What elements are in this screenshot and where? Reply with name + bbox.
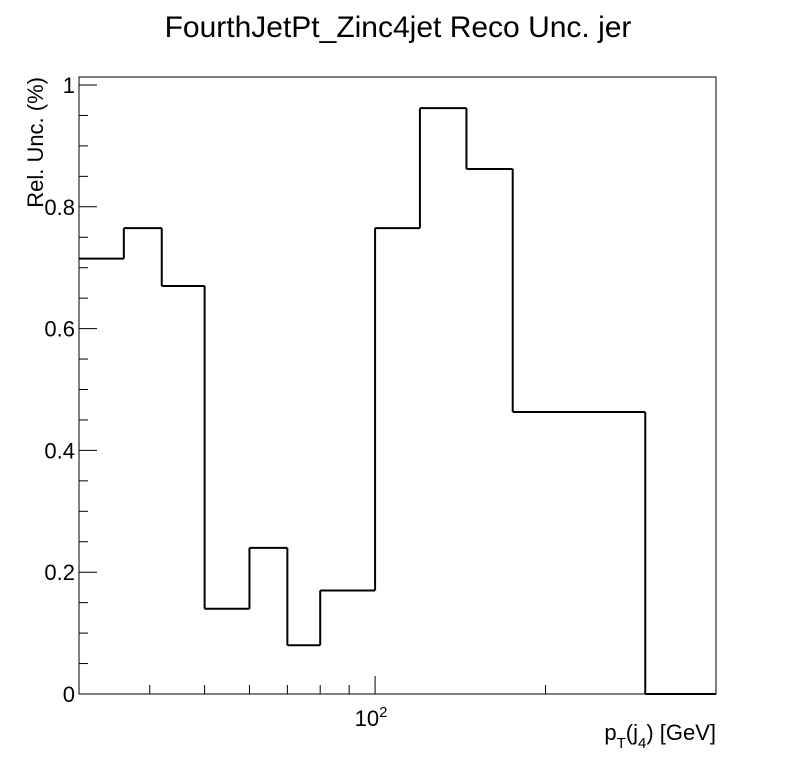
y-tick-label: 0.6 [44, 317, 75, 342]
y-tick-label: 0.4 [44, 438, 75, 463]
x-axis-title-end: ) [GeV] [646, 720, 716, 745]
histogram-bin [319, 589, 376, 646]
x-axis-title-subscript-t: T [617, 735, 626, 752]
x-axis-title: pT(j4) [GeV] [604, 720, 716, 752]
histogram-bin [374, 227, 420, 591]
y-tick-label: 0.8 [44, 195, 75, 220]
x-tick-label: 102 [355, 704, 388, 731]
y-tick-label: 0 [63, 682, 75, 707]
histogram-series [79, 107, 716, 695]
x-axis-title-main: p [604, 720, 616, 745]
histogram-bin [465, 108, 513, 171]
histogram-bin [248, 546, 288, 609]
histogram-bin [644, 412, 716, 695]
histogram-bin [286, 547, 321, 647]
y-tick-label: 1 [63, 73, 75, 98]
x-axis-title-mid: (j [626, 720, 638, 745]
histogram-bin [511, 169, 646, 414]
histogram-bin [122, 227, 162, 259]
x-axis: 102 [78, 676, 717, 731]
histogram-bin [203, 285, 250, 610]
histogram-bin [160, 228, 205, 287]
y-tick-label: 0.2 [44, 560, 75, 585]
y-axis: 0 0.2 0.4 0.6 0.8 1 [44, 73, 97, 707]
chart-title: FourthJetPt_Zinc4jet Reco Unc. jer [165, 11, 632, 44]
x-axis-title-subscript-4: 4 [638, 735, 646, 752]
y-axis-title: Rel. Unc. (%) [23, 77, 48, 208]
histogram-bin [418, 107, 467, 229]
plot-frame [78, 76, 717, 695]
